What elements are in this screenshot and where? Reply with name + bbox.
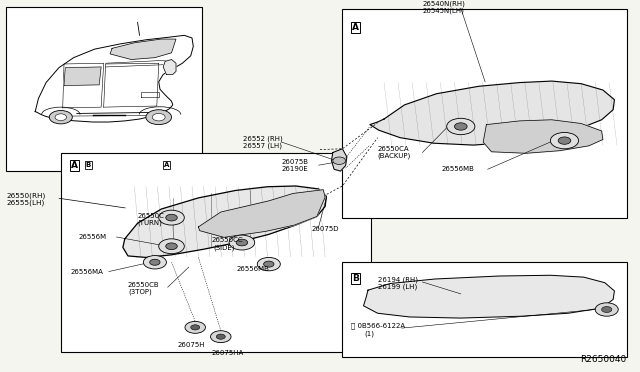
Text: A: A (71, 161, 77, 170)
Text: R2650040: R2650040 (580, 355, 626, 364)
Polygon shape (110, 39, 176, 60)
Text: 26550(RH): 26550(RH) (6, 192, 45, 199)
Circle shape (211, 331, 231, 343)
Circle shape (166, 243, 177, 250)
Text: 26199 (LH): 26199 (LH) (378, 284, 417, 291)
Circle shape (159, 210, 184, 225)
Text: Ⓢ 0B566-6122A: Ⓢ 0B566-6122A (351, 322, 405, 329)
Polygon shape (364, 275, 614, 318)
Circle shape (146, 110, 172, 125)
Text: 26545N(LH): 26545N(LH) (422, 8, 464, 15)
Text: (3TOP): (3TOP) (128, 289, 152, 295)
Circle shape (143, 256, 166, 269)
Text: 26550CC: 26550CC (211, 237, 243, 243)
Circle shape (257, 257, 280, 271)
Circle shape (550, 132, 579, 149)
Circle shape (595, 303, 618, 316)
Polygon shape (123, 186, 326, 257)
Text: 26190E: 26190E (282, 166, 308, 172)
Circle shape (49, 110, 72, 124)
Text: B: B (86, 162, 91, 168)
Polygon shape (332, 149, 347, 171)
Text: 26557 (LH): 26557 (LH) (243, 142, 282, 149)
Text: 26556M: 26556M (78, 234, 106, 240)
Polygon shape (198, 190, 325, 237)
Circle shape (447, 118, 475, 135)
Circle shape (185, 321, 205, 333)
Text: 26075HA: 26075HA (211, 350, 243, 356)
Bar (6, 7, 202, 171)
Circle shape (216, 334, 225, 339)
Text: 26556MB: 26556MB (237, 266, 269, 272)
Circle shape (150, 259, 160, 265)
Circle shape (191, 325, 200, 330)
Circle shape (264, 261, 274, 267)
Circle shape (159, 239, 184, 254)
Circle shape (166, 214, 177, 221)
Text: 26075H: 26075H (178, 342, 205, 348)
Circle shape (229, 235, 255, 250)
Text: 26075D: 26075D (312, 226, 339, 232)
Circle shape (558, 137, 571, 144)
Circle shape (236, 239, 248, 246)
Text: 26550CB: 26550CB (128, 282, 159, 288)
Text: (1): (1) (365, 331, 375, 337)
Text: A: A (164, 162, 169, 168)
Bar (61, 153, 371, 352)
Text: 26194 (RH): 26194 (RH) (378, 276, 417, 283)
Bar (342, 9, 627, 218)
Text: (SIDE): (SIDE) (213, 244, 235, 251)
Circle shape (454, 123, 467, 130)
Polygon shape (163, 60, 176, 74)
Text: B: B (353, 274, 359, 283)
Circle shape (152, 113, 165, 121)
Text: 26556MB: 26556MB (442, 166, 474, 172)
Circle shape (333, 157, 346, 164)
Circle shape (55, 114, 67, 121)
Text: 26550C: 26550C (138, 213, 164, 219)
Text: (TURN): (TURN) (138, 220, 163, 227)
Polygon shape (483, 120, 603, 153)
Text: 26540N(RH): 26540N(RH) (422, 0, 465, 7)
Text: 26552 (RH): 26552 (RH) (243, 135, 283, 142)
Bar (342, 262, 627, 357)
Text: 26556MA: 26556MA (70, 269, 103, 275)
Text: (BACKUP): (BACKUP) (378, 153, 411, 160)
Text: A: A (353, 23, 359, 32)
Polygon shape (370, 81, 614, 145)
Text: 26075B: 26075B (282, 159, 308, 165)
Circle shape (602, 307, 612, 312)
Polygon shape (64, 67, 101, 86)
Text: 26550CA: 26550CA (378, 146, 409, 152)
Text: 26555(LH): 26555(LH) (6, 199, 45, 206)
